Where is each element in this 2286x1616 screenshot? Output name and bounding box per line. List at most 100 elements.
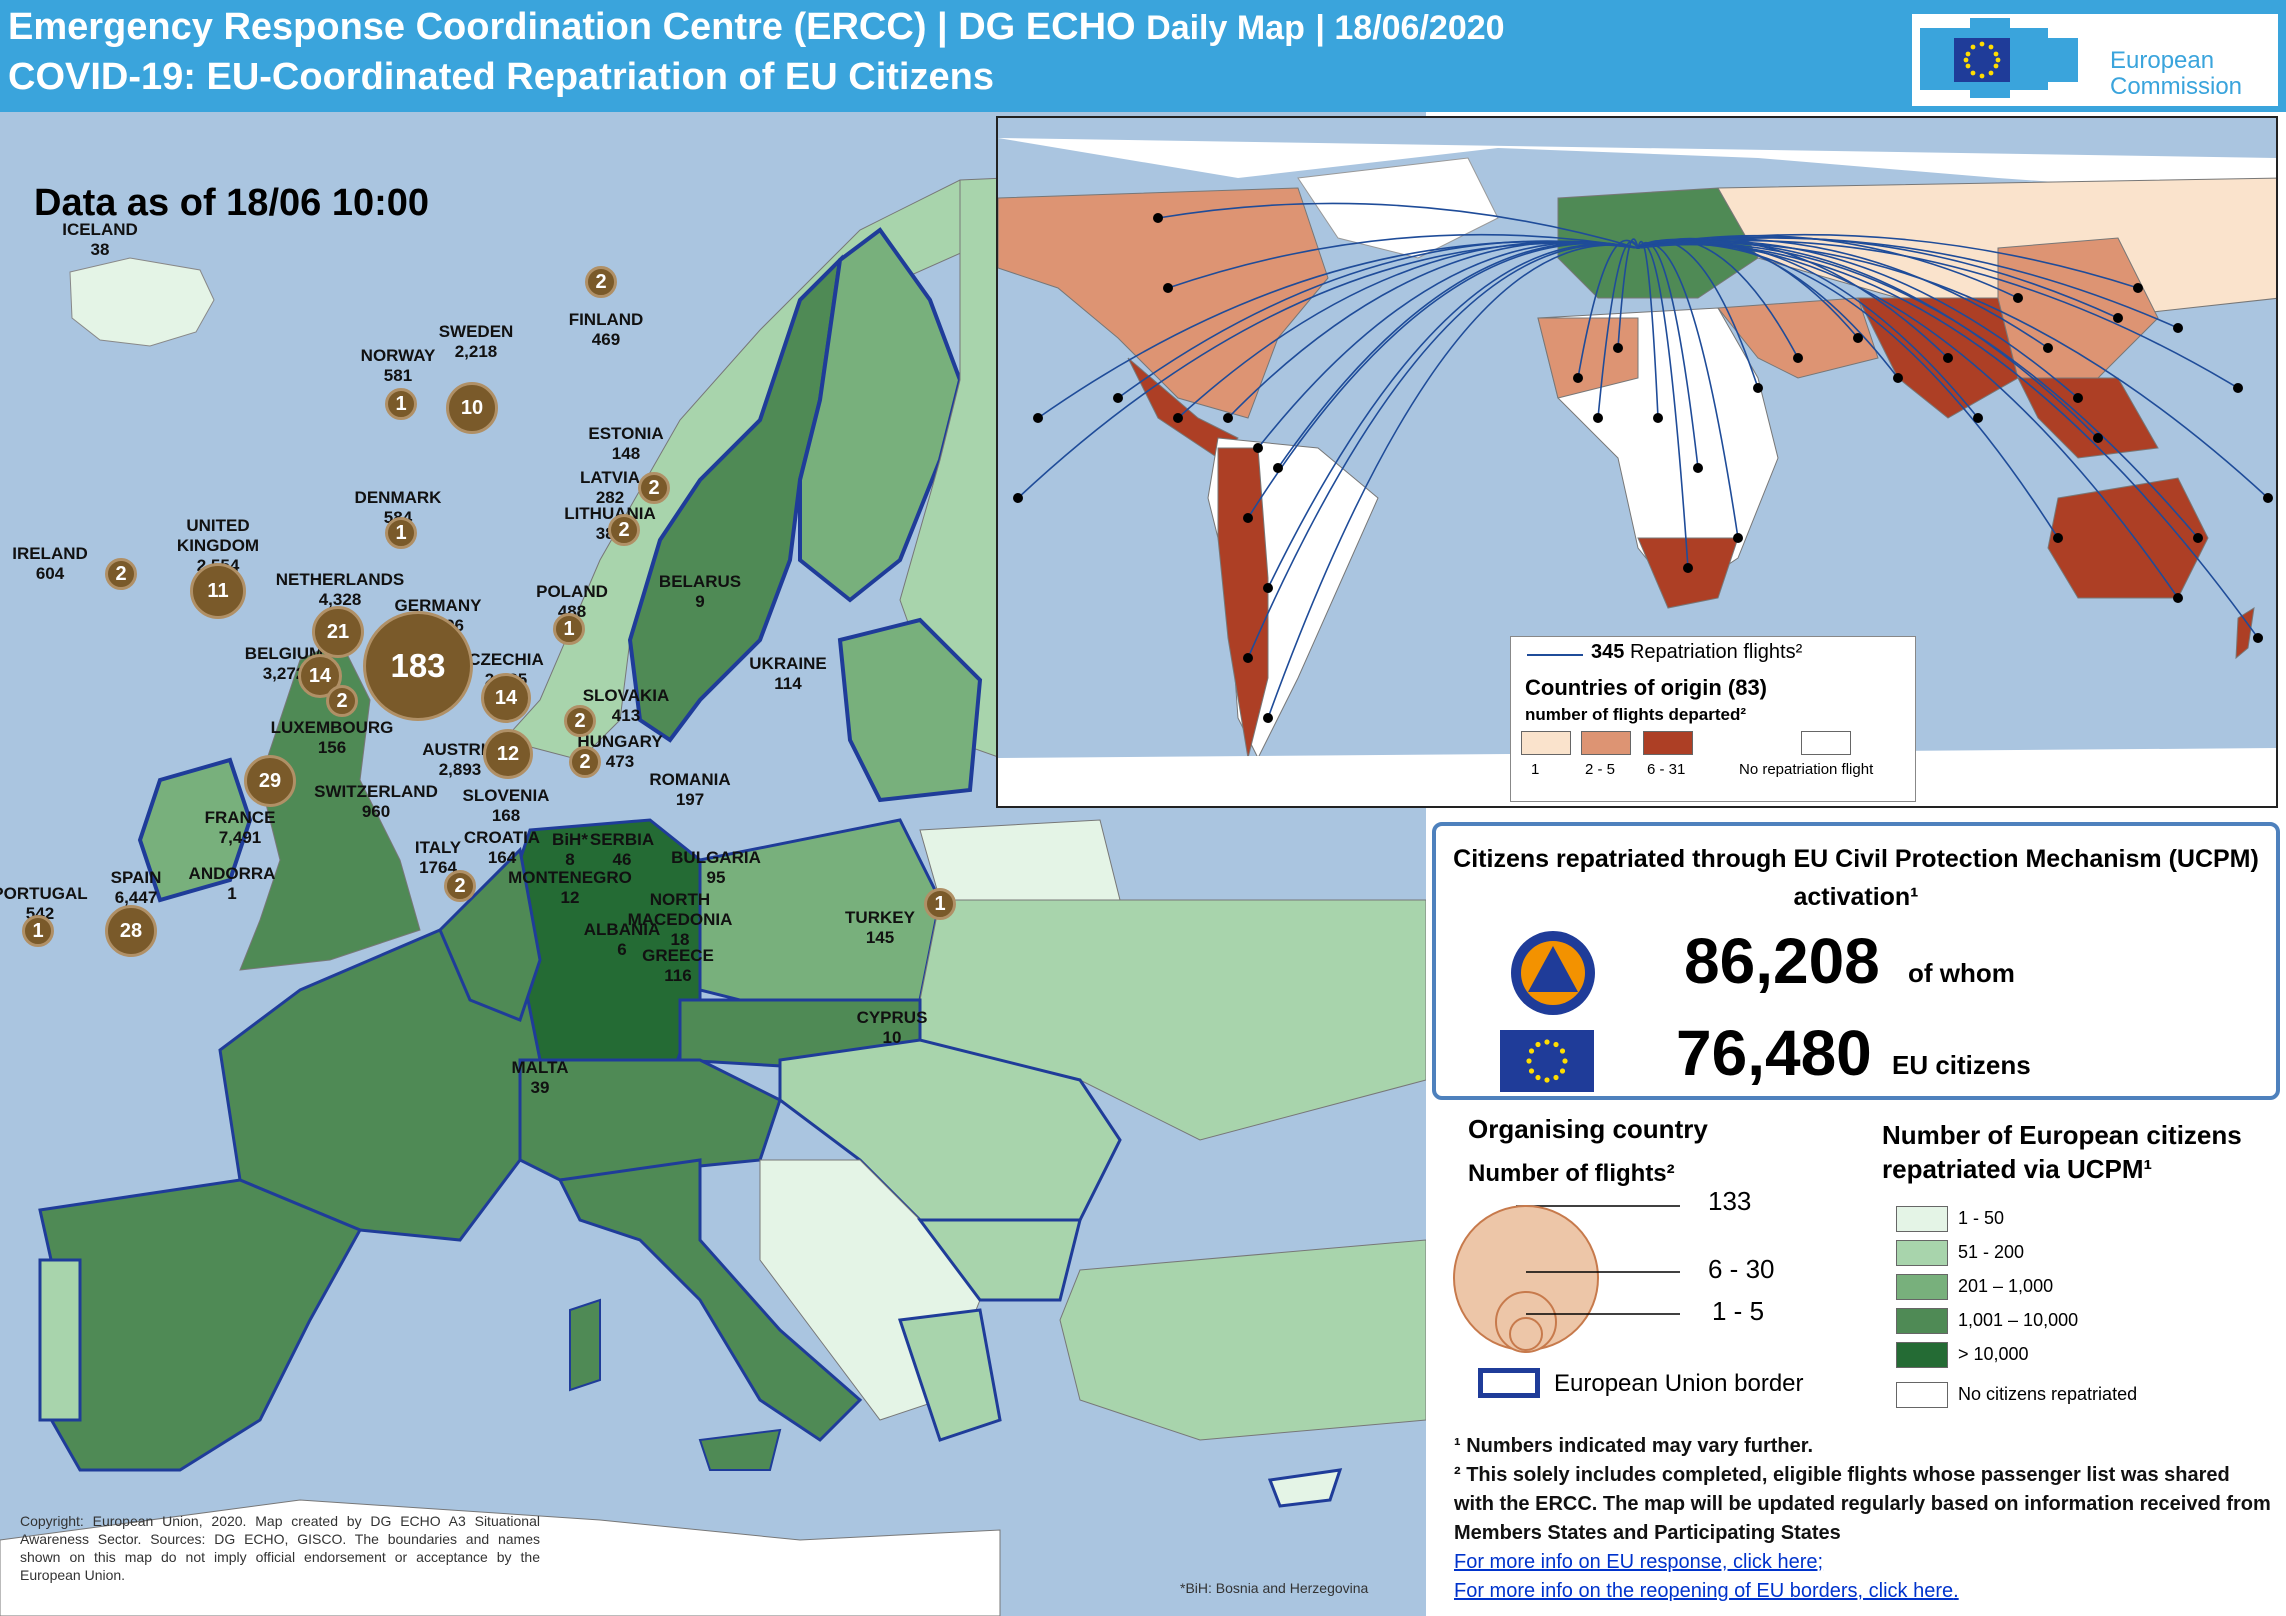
flights-label: Repatriation flights² (1629, 641, 1803, 663)
south-asia-shape (1857, 297, 2019, 419)
country-name: NORWAY (360, 346, 436, 365)
africa-shape (0, 1499, 1001, 1616)
country-label: BELGIUM 3,272 (245, 644, 323, 684)
footnote-1: ¹ Numbers indicated may vary further. (1454, 1435, 1814, 1457)
eu-borders-link[interactable]: For more info on the reopening of EU bor… (1454, 1577, 2274, 1606)
ireland-shape (137, 757, 253, 903)
country-name: SERBIA (589, 830, 655, 849)
citizens-class-label: 201 – 1,000 (1958, 1276, 2054, 1296)
citizens-class-swatch (1896, 1382, 1948, 1408)
origin-airport-dot (1973, 413, 1983, 423)
country-name: ESTONIA (588, 424, 664, 443)
country-label: CROATIA 164 (464, 828, 540, 868)
country-name: LUXEMBOURG (270, 718, 394, 737)
country-citizens-value: 18 (670, 930, 690, 949)
flight-count-circle: 2 (585, 266, 617, 298)
origin-airport-dot (1253, 443, 1263, 453)
country-citizens-value: 413 (611, 706, 641, 725)
country-citizens-value: 3,272 (262, 664, 306, 683)
origin-airport-dot (1243, 513, 1253, 523)
country-name: PORTUGAL (0, 884, 88, 903)
origin-airport-dot (1243, 653, 1253, 663)
footnotes: ¹ Numbers indicated may vary further. ² … (1454, 1432, 2274, 1606)
size-small-label: 1 - 5 (1712, 1296, 1765, 1326)
ec-logo-line1: European (2110, 47, 2215, 74)
flight-count-circle: 29 (244, 755, 296, 807)
number-of-flights-heading: Number of flights² (1468, 1160, 1675, 1187)
flight-count-circle: 11 (190, 563, 246, 619)
country-name: CZECHIA (468, 650, 544, 669)
flight-path (1637, 242, 2199, 539)
flight-path (1637, 241, 1699, 469)
country-name: ANDORRA (188, 864, 276, 883)
australia-shape (2047, 477, 2209, 599)
flight-count-circle: 14 (481, 673, 531, 723)
organising-country-heading: Organising country (1468, 1114, 1708, 1144)
size-large-label: 133 (1708, 1186, 1752, 1216)
size-mid-label: 6 - 30 (1708, 1254, 1775, 1284)
origin-airport-dot (1693, 463, 1703, 473)
origins-title: Countries of origin (83) (1525, 675, 1767, 700)
country-name: SWEDEN (438, 322, 514, 341)
citizens-class-label: No citizens repatriated (1958, 1384, 2138, 1404)
country-label: BELARUS 9 (659, 572, 741, 612)
country-citizens-value: 581 (383, 366, 413, 385)
eu-citizens-suffix: EU citizens (1892, 1050, 2031, 1080)
flight-path (1597, 240, 1639, 419)
world-map-inset: 345 Repatriation flights² Countries of o… (996, 116, 2278, 808)
country-citizens-value: 7,491 (218, 828, 262, 847)
origin-airport-dot (1013, 493, 1023, 503)
flight-path (1247, 243, 1639, 659)
country-label: BULGARIA 95 (671, 848, 761, 888)
header-date: | 18/06/2020 (1315, 9, 1505, 47)
flight-count-circle: 1 (924, 888, 956, 920)
origin-airport-dot (1683, 563, 1693, 573)
country-label: MONTENEGRO 12 (508, 868, 632, 908)
citizens-class-label: 1 - 50 (1958, 1208, 2005, 1228)
total-suffix: of whom (1908, 958, 2015, 988)
country-citizens-value: 6,447 (114, 888, 158, 907)
flight-count-circle: 1 (553, 613, 585, 645)
origin-airport-dot (2253, 633, 2263, 643)
flight-count-circle: 28 (105, 905, 157, 957)
country-name: UKRAINE (749, 654, 827, 673)
header-daily-map: Daily Map (1146, 9, 1305, 47)
country-name: SLOVENIA (462, 786, 550, 805)
origin-airport-dot (1113, 393, 1123, 403)
origin-airport-dot (1263, 713, 1273, 723)
origin-class-swatch (1643, 731, 1693, 755)
origin-airport-dot (2073, 393, 2083, 403)
flight-count-circle: 2 (326, 685, 358, 717)
origin-class-swatch (1521, 731, 1571, 755)
origin-airport-dot (1853, 333, 1863, 343)
copyright-text: Copyright: European Union, 2020. Map cre… (20, 1513, 540, 1583)
flight-count-circle: 2 (638, 472, 670, 504)
country-name: MALTA (511, 1058, 569, 1077)
eu-response-link[interactable]: For more info on EU response, click here… (1454, 1548, 2274, 1577)
citizens-class-swatch (1896, 1308, 1948, 1334)
country-label: NORWAY 581 (361, 346, 436, 386)
citizens-class-swatch (1896, 1342, 1948, 1368)
belarus-shape (919, 819, 1121, 901)
iberia-shape (38, 1178, 363, 1472)
flight-count-circle: 12 (483, 729, 533, 779)
flight-line-icon (1527, 654, 1583, 656)
origin-airport-dot (2093, 433, 2103, 443)
origin-airport-dot (1223, 413, 1233, 423)
country-citizens-value: 1764 (419, 858, 457, 877)
flight-path (1617, 238, 1639, 349)
country-label: HUNGARY 473 (577, 732, 662, 772)
country-name: FINLAND (568, 310, 644, 329)
origin-class-swatch (1801, 731, 1851, 755)
footnote-2: ² This solely includes completed, eligib… (1454, 1464, 2271, 1544)
country-label: ITALY 1764 (415, 838, 461, 878)
flight-path (1167, 233, 1639, 289)
country-citizens-value: 197 (675, 790, 705, 809)
flight-count-circle: 2 (608, 514, 640, 546)
country-name: ICELAND (62, 220, 138, 239)
origin-airport-dot (1153, 213, 1163, 223)
country-citizens-value: 2,893 (438, 760, 482, 779)
country-citizens-value: 46 (612, 850, 632, 869)
country-name: BELGIUM (244, 644, 324, 663)
flight-size-legend (1453, 1205, 1680, 1353)
